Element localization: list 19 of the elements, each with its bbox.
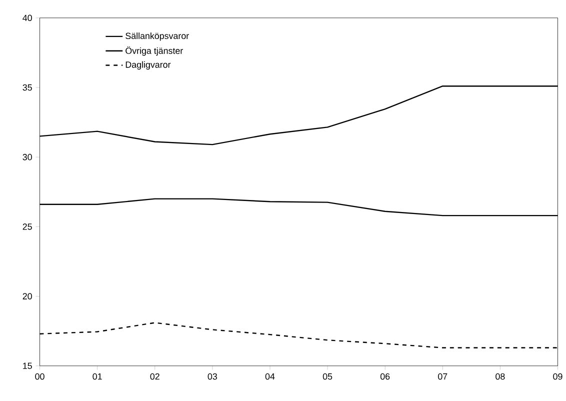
x-tick-label: 01 (92, 373, 102, 380)
y-tick-label: 30 (22, 154, 32, 160)
y-tick-label: 15 (23, 362, 32, 370)
x-tick-label: 07 (438, 373, 448, 380)
x-tick-label: 02 (150, 373, 160, 380)
x-tick-label: 09 (553, 373, 562, 380)
y-tick-label: 35 (22, 84, 32, 91)
x-tick-label: 03 (208, 373, 217, 380)
x-tick-label: 00 (35, 373, 44, 380)
legend-label: Sällanköpsvaror (126, 32, 189, 41)
x-tick-label: 05 (322, 373, 332, 380)
y-tick-label: 25 (22, 224, 32, 230)
legend-label: Dagligvaror (126, 61, 171, 70)
x-tick-label: 04 (265, 373, 275, 380)
y-tick-label: 40 (22, 14, 32, 22)
x-tick-label: 08 (496, 373, 505, 380)
x-tick-label: 06 (380, 373, 390, 380)
legend-label: Övriga tjänster (126, 46, 183, 56)
y-tick-label: 20 (22, 293, 32, 300)
